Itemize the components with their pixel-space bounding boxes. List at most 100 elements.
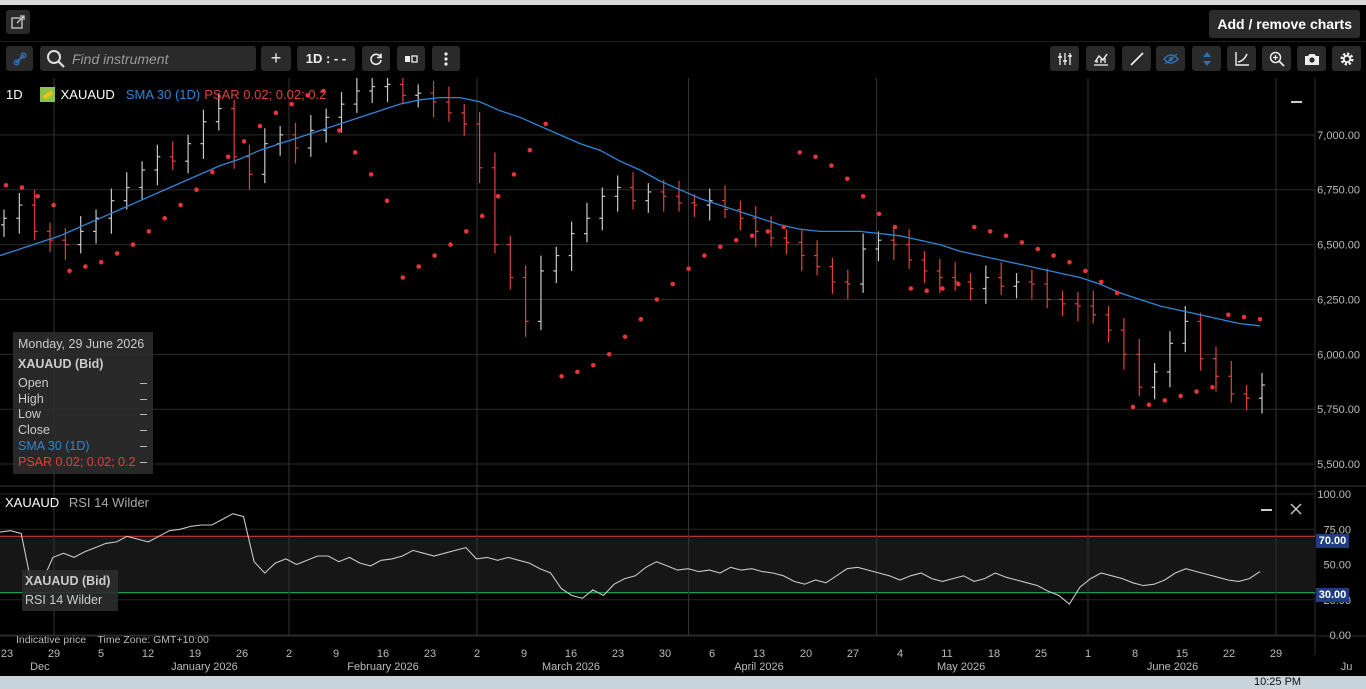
ohlc-bar	[906, 229, 913, 269]
psar-dot	[448, 242, 453, 247]
popout-button[interactable]	[6, 10, 30, 34]
tooltip-open-label: Open	[18, 376, 49, 390]
ohlc-bar	[798, 230, 805, 271]
ohlc-bar	[277, 126, 284, 156]
psar-dot	[908, 286, 914, 291]
x-day-tick: 11	[941, 648, 952, 660]
ohlc-bar	[936, 258, 943, 293]
psar-dot	[987, 229, 993, 234]
chart-type-button[interactable]	[397, 46, 425, 71]
rsi-close-icon[interactable]	[1290, 503, 1302, 515]
ohlc-bar	[461, 104, 468, 136]
rsi-label[interactable]: RSI 14 Wilder	[68, 495, 150, 510]
draw-line-button[interactable]	[1122, 46, 1151, 71]
ohlc-bar	[1, 209, 7, 237]
screenshot-button[interactable]	[1297, 46, 1326, 71]
psar-dot	[591, 363, 596, 368]
x-day-tick: 16	[377, 648, 389, 660]
x-day-tick: 1	[1085, 648, 1091, 660]
trendline-button[interactable]	[1227, 46, 1256, 71]
price-panel-minimize[interactable]	[1291, 101, 1302, 103]
x-month-tick: January 2026	[171, 661, 238, 673]
x-month-tick: May 2026	[937, 661, 985, 673]
ohlc-bar	[430, 81, 437, 118]
psar-dot	[956, 281, 961, 287]
x-day-tick: 2	[474, 648, 480, 660]
ohlc-bar	[599, 187, 606, 231]
legend-sma[interactable]: SMA 30 (1D)	[125, 86, 201, 102]
ohlc-bar	[553, 246, 560, 283]
psar-dot	[638, 316, 644, 322]
ohlc-bar	[706, 188, 713, 221]
ohlc-bar	[875, 231, 882, 262]
more-button[interactable]	[432, 46, 460, 71]
price-chart[interactable]: 7,000.00 6,750.00 6,500.00 6,250.00 6,000.00…	[0, 78, 1366, 678]
ohlc-bar	[215, 93, 222, 131]
rsi-band	[0, 536, 1315, 593]
oversold-badge: 30.00	[1316, 588, 1349, 602]
tooltip-sma-label: SMA 30 (1D)	[18, 439, 90, 453]
timeframe-button[interactable]: 1D : - -	[297, 46, 355, 71]
price-tick-label: 6,500.00	[1317, 240, 1360, 252]
psar-dot	[384, 198, 390, 203]
ohlc-bar	[1090, 290, 1097, 324]
legend-psar[interactable]: PSAR 0.02; 0.02; 0.2	[204, 86, 327, 102]
add-remove-charts-button[interactable]: Add / remove charts	[1209, 10, 1360, 38]
chart-legend: 1D XAUAUD SMA 30 (1D) PSAR 0.02; 0.02; 0…	[0, 84, 326, 104]
settings-button[interactable]	[1332, 46, 1361, 71]
rsi-tick-label: 50.00	[1323, 560, 1351, 572]
zoom-button[interactable]	[1262, 46, 1291, 71]
psar-dot	[337, 128, 342, 133]
ohlc-bar	[399, 78, 406, 105]
tooltip-title: XAUAUD (Bid)	[18, 357, 104, 371]
tooltip-psar-label: PSAR 0.02; 0.02; 0.2	[18, 455, 136, 469]
ohlc-bar	[231, 99, 238, 169]
x-day-tick: 23	[612, 648, 624, 660]
link-button[interactable]	[6, 46, 33, 71]
x-day-tick: 26	[236, 648, 248, 660]
rsi-instrument[interactable]: XAUAUD	[5, 495, 60, 510]
ohlc-bar	[998, 262, 1005, 296]
ohlc-bar	[537, 255, 544, 331]
legend-instrument[interactable]: XAUAUD	[60, 86, 115, 102]
psar-dot	[1083, 268, 1088, 274]
psar-dot	[765, 229, 771, 234]
psar-dot	[718, 244, 723, 250]
visibility-button[interactable]	[1156, 46, 1185, 71]
ohlc-bar	[31, 189, 38, 241]
ohlc-bar	[583, 202, 590, 243]
rsi-tick-label: 100.00	[1317, 489, 1351, 501]
chart-style-button[interactable]	[1086, 46, 1115, 71]
legend-timeframe: 1D	[6, 86, 23, 102]
psar-dot	[83, 264, 88, 269]
psar-dot	[845, 176, 850, 182]
psar-dot	[1130, 404, 1136, 410]
ohlc-bar	[722, 185, 729, 219]
ohlc-bar	[123, 172, 130, 210]
rsi-tick-label: 0.00	[1330, 630, 1351, 642]
psar-dot	[876, 211, 882, 217]
indicators-button[interactable]	[1050, 46, 1079, 71]
data-tooltip: Monday, 29 June 2026 XAUAUD (Bid) Open – …	[13, 332, 153, 474]
ohlc-bar	[860, 233, 867, 293]
ohlc-bar	[1028, 269, 1035, 300]
x-day-tick: 8	[1132, 648, 1138, 660]
rsi-tooltip-label: RSI 14 Wilder	[25, 593, 103, 607]
refresh-button[interactable]	[362, 46, 390, 71]
add-instrument-button[interactable]: +	[261, 46, 291, 71]
ohlc-bar	[1013, 273, 1020, 299]
psar-dot	[241, 139, 247, 144]
rsi-minimize-button[interactable]	[1261, 509, 1272, 511]
ohlc-bar	[353, 78, 360, 113]
cursor-button[interactable]	[1192, 46, 1221, 71]
find-instrument-field[interactable]: Find instrument	[40, 46, 256, 71]
ohlc-bar	[614, 175, 621, 212]
psar-dot	[464, 229, 469, 234]
psar-dot	[1146, 402, 1152, 408]
taskbar-clock: 10:25 PM	[1254, 676, 1302, 688]
psar-dot	[972, 224, 977, 230]
psar-dot	[400, 275, 406, 280]
ohlc-bar	[982, 265, 989, 304]
ohlc-bar	[645, 183, 652, 213]
ohlc-bar	[476, 111, 483, 184]
